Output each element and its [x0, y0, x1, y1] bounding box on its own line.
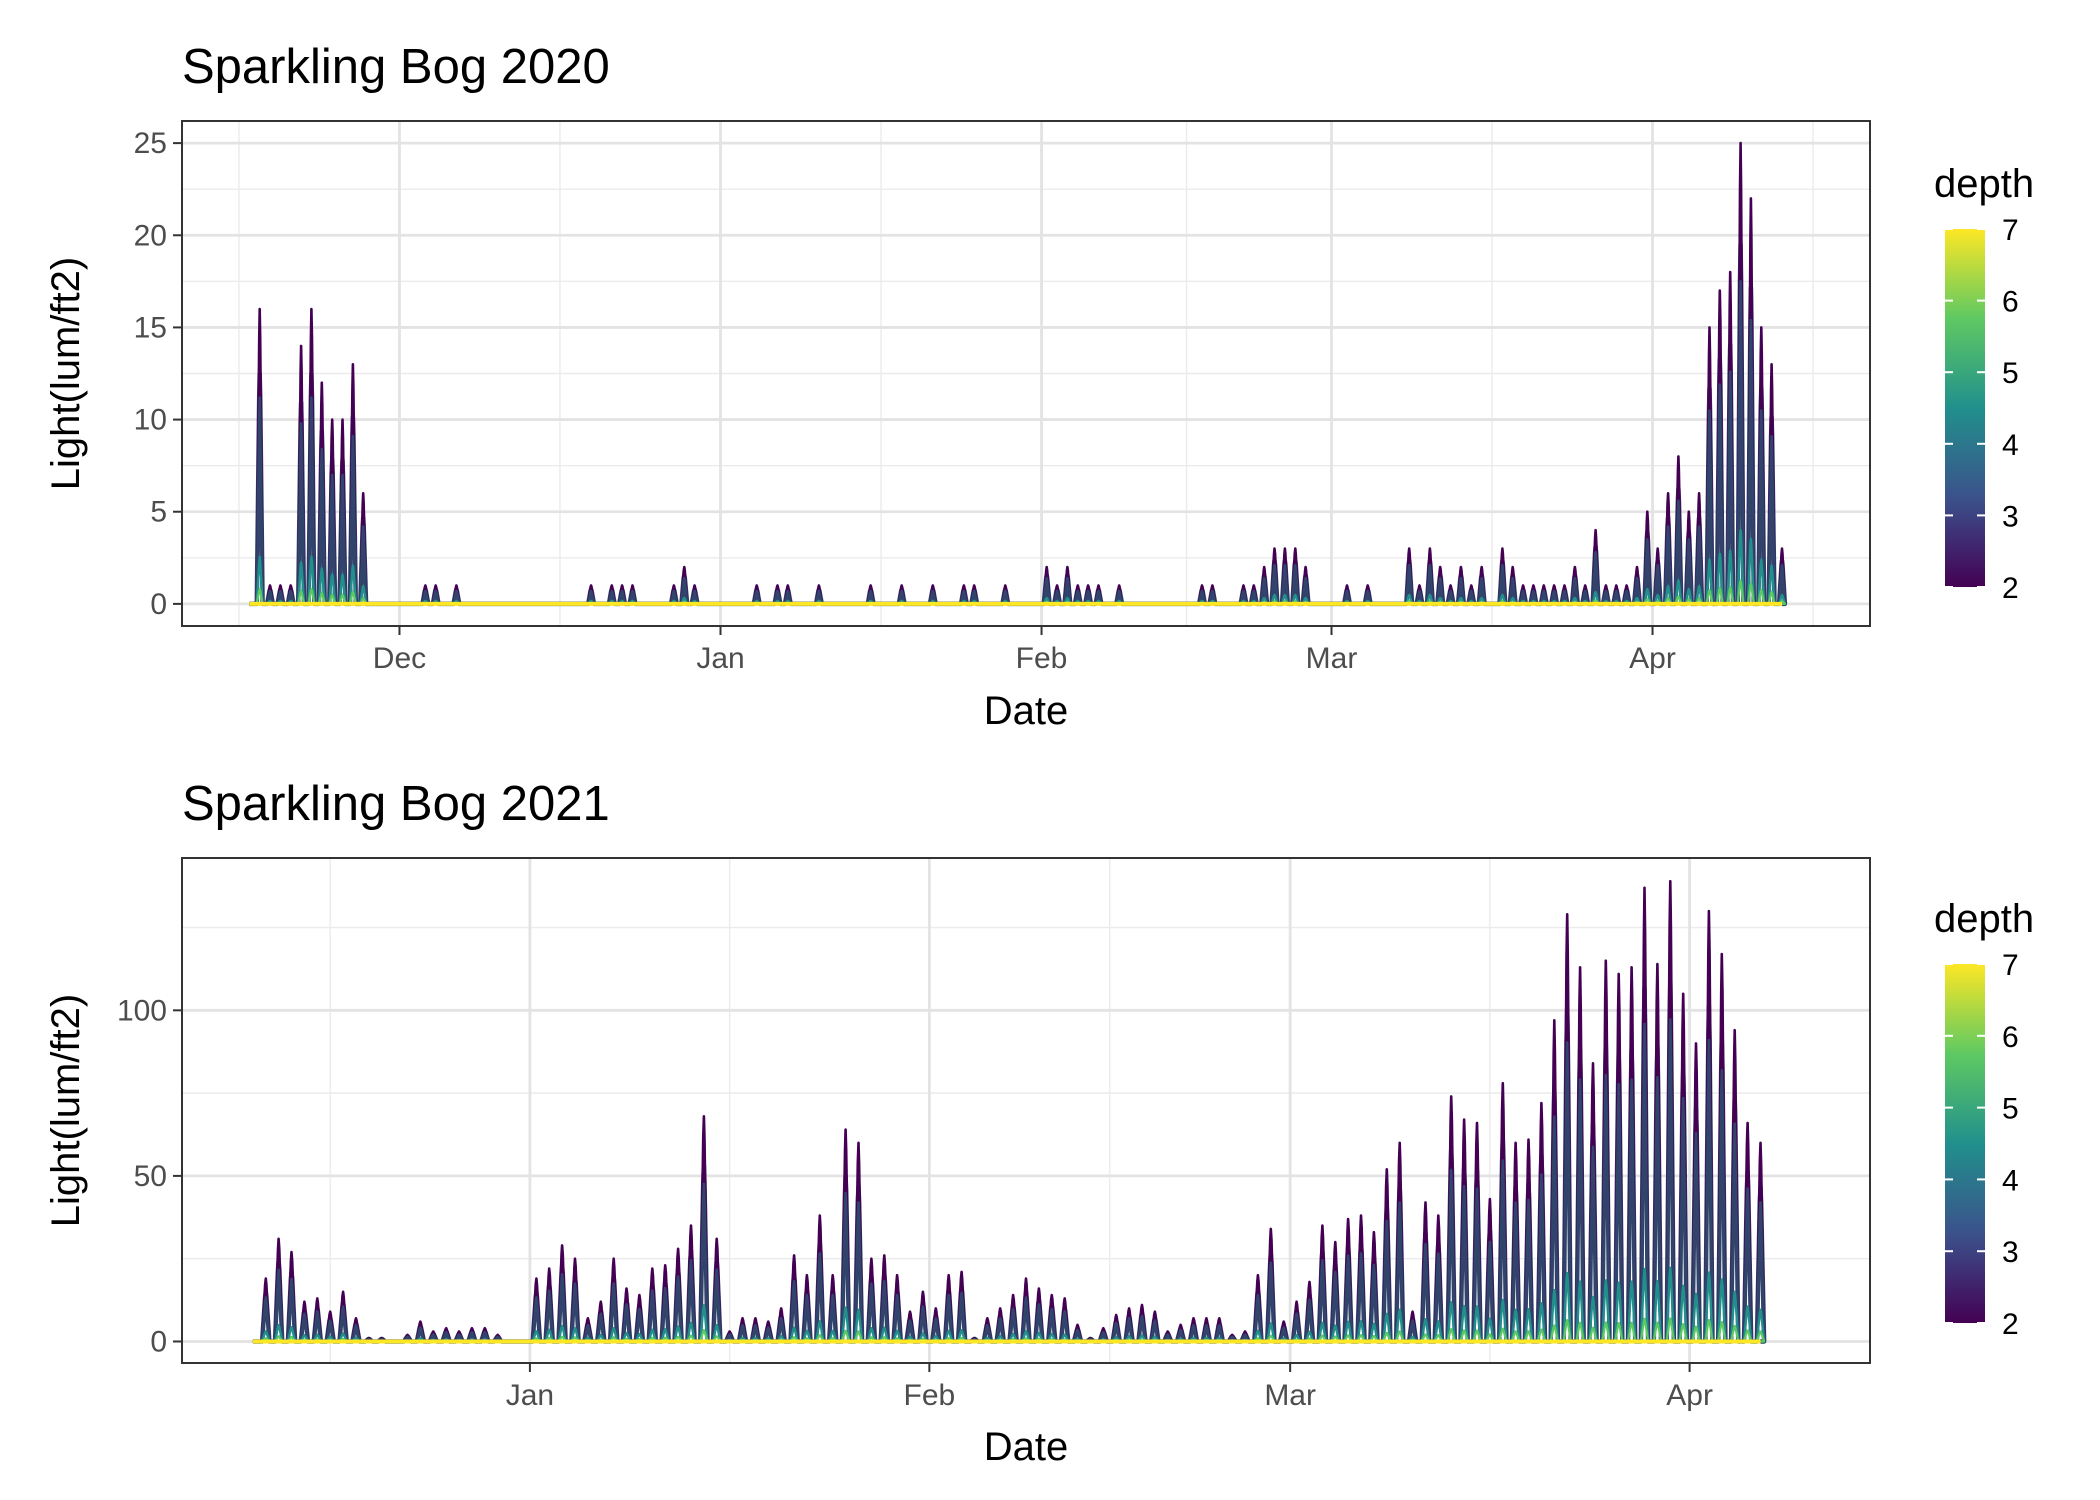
legend-tick-label: 2 [2002, 572, 2019, 605]
x-axis-label: Date [984, 1425, 1069, 1469]
y-tick-label: 15 [134, 311, 167, 344]
plot-border [181, 857, 1871, 1364]
x-tick-label: Mar [1306, 642, 1358, 675]
x-tick-label: Mar [1264, 1379, 1316, 1412]
chart-panel-2: Sparkling Bog 2021 0 50 100 Jan Feb Mar Apr Date… [44, 777, 2034, 1469]
legend-tick-label: 5 [2002, 357, 2019, 390]
y-tick-label: 10 [134, 404, 167, 437]
legend-tick-label: 2 [2002, 1308, 2019, 1341]
legend-tick-label: 6 [2002, 1021, 2019, 1054]
legend-title: depth [1934, 162, 2034, 206]
x-tick-label: Apr [1666, 1379, 1713, 1412]
y-tick-label: 5 [150, 496, 167, 529]
legend: depth 2 3 4 5 6 7 [1934, 162, 2034, 605]
legend-tick-label: 4 [2002, 429, 2019, 462]
legend-tick-label: 6 [2002, 286, 2019, 319]
legend-tick-label: 4 [2002, 1164, 2019, 1197]
legend: depth 2 3 4 5 6 7 [1934, 897, 2034, 1341]
y-tick-label: 0 [150, 1325, 167, 1358]
chart-title: Sparkling Bog 2020 [182, 40, 610, 94]
x-tick-label: Jan [696, 642, 744, 675]
legend-tick-label: 3 [2002, 500, 2019, 533]
legend-tick-label: 7 [2002, 949, 2019, 982]
x-axis-label: Date [984, 689, 1069, 733]
y-tick-label: 20 [134, 219, 167, 252]
y-axis-label: Light(lum/ft2) [44, 257, 88, 490]
plot-border [181, 120, 1871, 627]
y-tick-label: 100 [117, 994, 167, 1027]
y-tick-label: 25 [134, 127, 167, 160]
x-tick-label: Feb [904, 1379, 956, 1412]
legend-colorbar [1945, 964, 1985, 1323]
x-tick-label: Dec [373, 642, 426, 675]
x-tick-label: Jan [506, 1379, 554, 1412]
y-axis-label: Light(lum/ft2) [44, 994, 88, 1227]
y-tick-label: 50 [134, 1160, 167, 1193]
legend-tick-label: 5 [2002, 1093, 2019, 1126]
legend-tick-label: 7 [2002, 214, 2019, 247]
x-tick-label: Apr [1629, 642, 1676, 675]
legend-colorbar [1945, 229, 1985, 587]
x-tick-label: Feb [1016, 642, 1068, 675]
legend-title: depth [1934, 897, 2034, 941]
y-tick-label: 0 [150, 588, 167, 621]
legend-tick-label: 3 [2002, 1236, 2019, 1269]
chart-title: Sparkling Bog 2021 [182, 777, 610, 831]
